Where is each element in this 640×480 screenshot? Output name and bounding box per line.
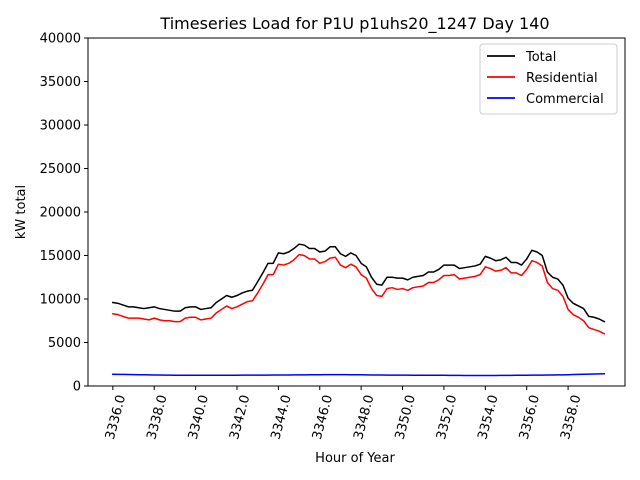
y-tick-label: 40000 [40, 32, 81, 47]
series-line-residential [111, 253, 606, 335]
legend-label-total: Total [525, 50, 556, 65]
y-axis-label: kW total [14, 185, 29, 239]
y-tick-label: 10000 [40, 293, 81, 308]
chart-title: Timeseries Load for P1U p1uhs20_1247 Day… [159, 14, 549, 34]
legend-label-residential: Residential [526, 71, 598, 86]
y-tick-label: 20000 [40, 206, 81, 221]
y-tick-label: 0 [73, 380, 81, 395]
plot-frame [87, 37, 626, 387]
legend-box [479, 43, 618, 115]
y-tick-label: 15000 [40, 249, 81, 264]
y-tick-label: 5000 [48, 336, 81, 351]
series-line-total [111, 243, 606, 323]
legend: Total Residential Commercial [479, 43, 618, 115]
series-line-commercial [112, 373, 606, 377]
y-tick-label: 25000 [40, 162, 81, 177]
legend-label-commercial: Commercial [526, 92, 604, 107]
y-ticks: 0 5000 10000 15000 20000 25000 30000 35000 40000 [40, 32, 88, 395]
series-layer [111, 243, 606, 377]
y-tick-label: 30000 [40, 119, 81, 134]
x-axis-label: Hour of Year [315, 451, 395, 466]
y-tick-label: 35000 [40, 75, 81, 90]
